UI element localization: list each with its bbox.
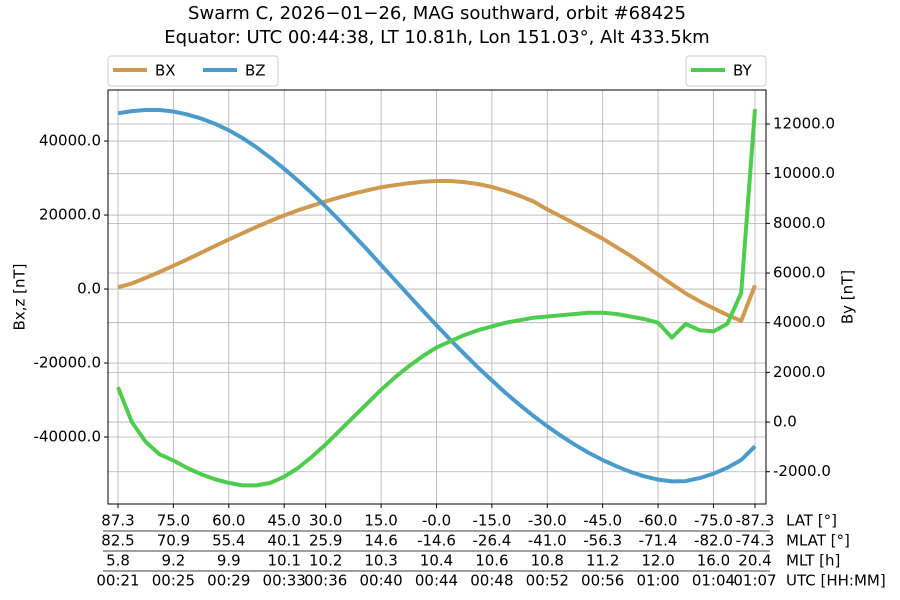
data-line bbox=[116, 108, 757, 488]
x-tick-label: 10.1 bbox=[267, 552, 300, 570]
x-tick-label: 60.0 bbox=[212, 512, 245, 530]
y-tick-label: 40000.0 bbox=[39, 132, 101, 150]
x-tick-label: 01:00 bbox=[636, 572, 679, 590]
y2-tick-label: 8000.0 bbox=[773, 214, 826, 232]
x-tick-label: 16.0 bbox=[697, 552, 730, 570]
x-tick-label: -87.3 bbox=[736, 512, 775, 530]
x-tick-label: 40.1 bbox=[267, 532, 300, 550]
x-tick-label: -71.4 bbox=[639, 532, 678, 550]
x-tick-label: -30.0 bbox=[528, 512, 567, 530]
x-tick-label: 9.2 bbox=[161, 552, 185, 570]
x-tick-label: 15.0 bbox=[364, 512, 397, 530]
y2-tick-label: 10000.0 bbox=[773, 164, 835, 182]
x-tick-label: 10.2 bbox=[309, 552, 342, 570]
x-tick-label: 10.8 bbox=[531, 552, 564, 570]
x-tick-label: -15.0 bbox=[472, 512, 511, 530]
y2-tick-label: 0.0 bbox=[773, 413, 797, 431]
legend-label: BX bbox=[155, 62, 176, 80]
x-tick-label: 00:36 bbox=[304, 572, 347, 590]
plot-frame bbox=[107, 89, 767, 505]
x-tick-label: 10.4 bbox=[420, 552, 453, 570]
x-tick-label: 75.0 bbox=[157, 512, 190, 530]
x-tick-label: 10.6 bbox=[475, 552, 508, 570]
chart-title: Swarm C, 2026−01−26, MAG southward, orbi… bbox=[188, 3, 686, 24]
x-tick-label: 00:33 bbox=[263, 572, 306, 590]
x-row-label: MLT [h] bbox=[786, 552, 840, 570]
data-line bbox=[117, 179, 757, 323]
x-tick-label: 10.3 bbox=[364, 552, 397, 570]
x-tick-label: -56.3 bbox=[583, 532, 622, 550]
x-tick-label: -60.0 bbox=[639, 512, 678, 530]
x-tick-label: 00:52 bbox=[526, 572, 569, 590]
x-tick-label: 00:48 bbox=[470, 572, 513, 590]
x-tick-label: 12.0 bbox=[641, 552, 674, 570]
x-tick-label: 01:04 bbox=[692, 572, 735, 590]
y2-tick-label: 6000.0 bbox=[773, 264, 826, 282]
x-tick-label: 70.9 bbox=[157, 532, 190, 550]
y2-tick-label: 12000.0 bbox=[773, 115, 835, 133]
x-tick-label: 00:21 bbox=[96, 572, 139, 590]
x-tick-label: 00:25 bbox=[152, 572, 195, 590]
x-tick-label: -45.0 bbox=[583, 512, 622, 530]
x-tick-label: -75.0 bbox=[694, 512, 733, 530]
x-tick-label: 55.4 bbox=[212, 532, 245, 550]
y-tick-label: 20000.0 bbox=[39, 206, 101, 224]
y2-tick-label: 2000.0 bbox=[773, 363, 826, 381]
x-tick-label: 00:56 bbox=[581, 572, 624, 590]
y2-tick-label: -2000.0 bbox=[773, 462, 831, 480]
x-tick-label: -26.4 bbox=[472, 532, 511, 550]
data-line bbox=[117, 108, 757, 484]
y2-tick-label: 4000.0 bbox=[773, 313, 826, 331]
x-tick-label: -0.0 bbox=[422, 512, 451, 530]
x-tick-label: 25.9 bbox=[309, 532, 342, 550]
y-axis-label: Bx,z [nT] bbox=[11, 264, 29, 331]
x-row-label: LAT [°] bbox=[786, 512, 837, 530]
x-tick-label: 9.9 bbox=[217, 552, 241, 570]
y-tick-label: -40000.0 bbox=[34, 428, 101, 446]
x-tick-label: 82.5 bbox=[101, 532, 134, 550]
legend-label: BZ bbox=[245, 62, 266, 80]
y-tick-label: -20000.0 bbox=[34, 354, 101, 372]
y-tick-label: 0.0 bbox=[77, 280, 101, 298]
x-tick-label: -14.6 bbox=[417, 532, 456, 550]
legend-box bbox=[107, 55, 279, 87]
x-tick-label: -74.3 bbox=[736, 532, 775, 550]
y2-axis-label: By [nT] bbox=[839, 270, 857, 324]
x-tick-label: 87.3 bbox=[101, 512, 134, 530]
x-row-label: UTC [HH:MM] bbox=[786, 572, 886, 590]
x-tick-label: 30.0 bbox=[309, 512, 342, 530]
legend-box bbox=[685, 55, 767, 87]
legend-label: BY bbox=[733, 62, 752, 80]
chart-subtitle: Equator: UTC 00:44:38, LT 10.81h, Lon 15… bbox=[164, 27, 709, 48]
x-tick-label: 11.2 bbox=[586, 552, 619, 570]
x-tick-label: 45.0 bbox=[267, 512, 300, 530]
x-tick-label: 14.6 bbox=[364, 532, 397, 550]
x-tick-label: 00:40 bbox=[359, 572, 402, 590]
x-tick-label: 00:29 bbox=[207, 572, 250, 590]
x-tick-label: 5.8 bbox=[106, 552, 130, 570]
x-tick-label: 20.4 bbox=[738, 552, 771, 570]
x-row-label: MLAT [°] bbox=[786, 532, 850, 550]
x-tick-label: 00:44 bbox=[415, 572, 458, 590]
x-tick-label: -82.0 bbox=[694, 532, 733, 550]
x-tick-label: 01:07 bbox=[733, 572, 776, 590]
x-tick-label: -41.0 bbox=[528, 532, 567, 550]
